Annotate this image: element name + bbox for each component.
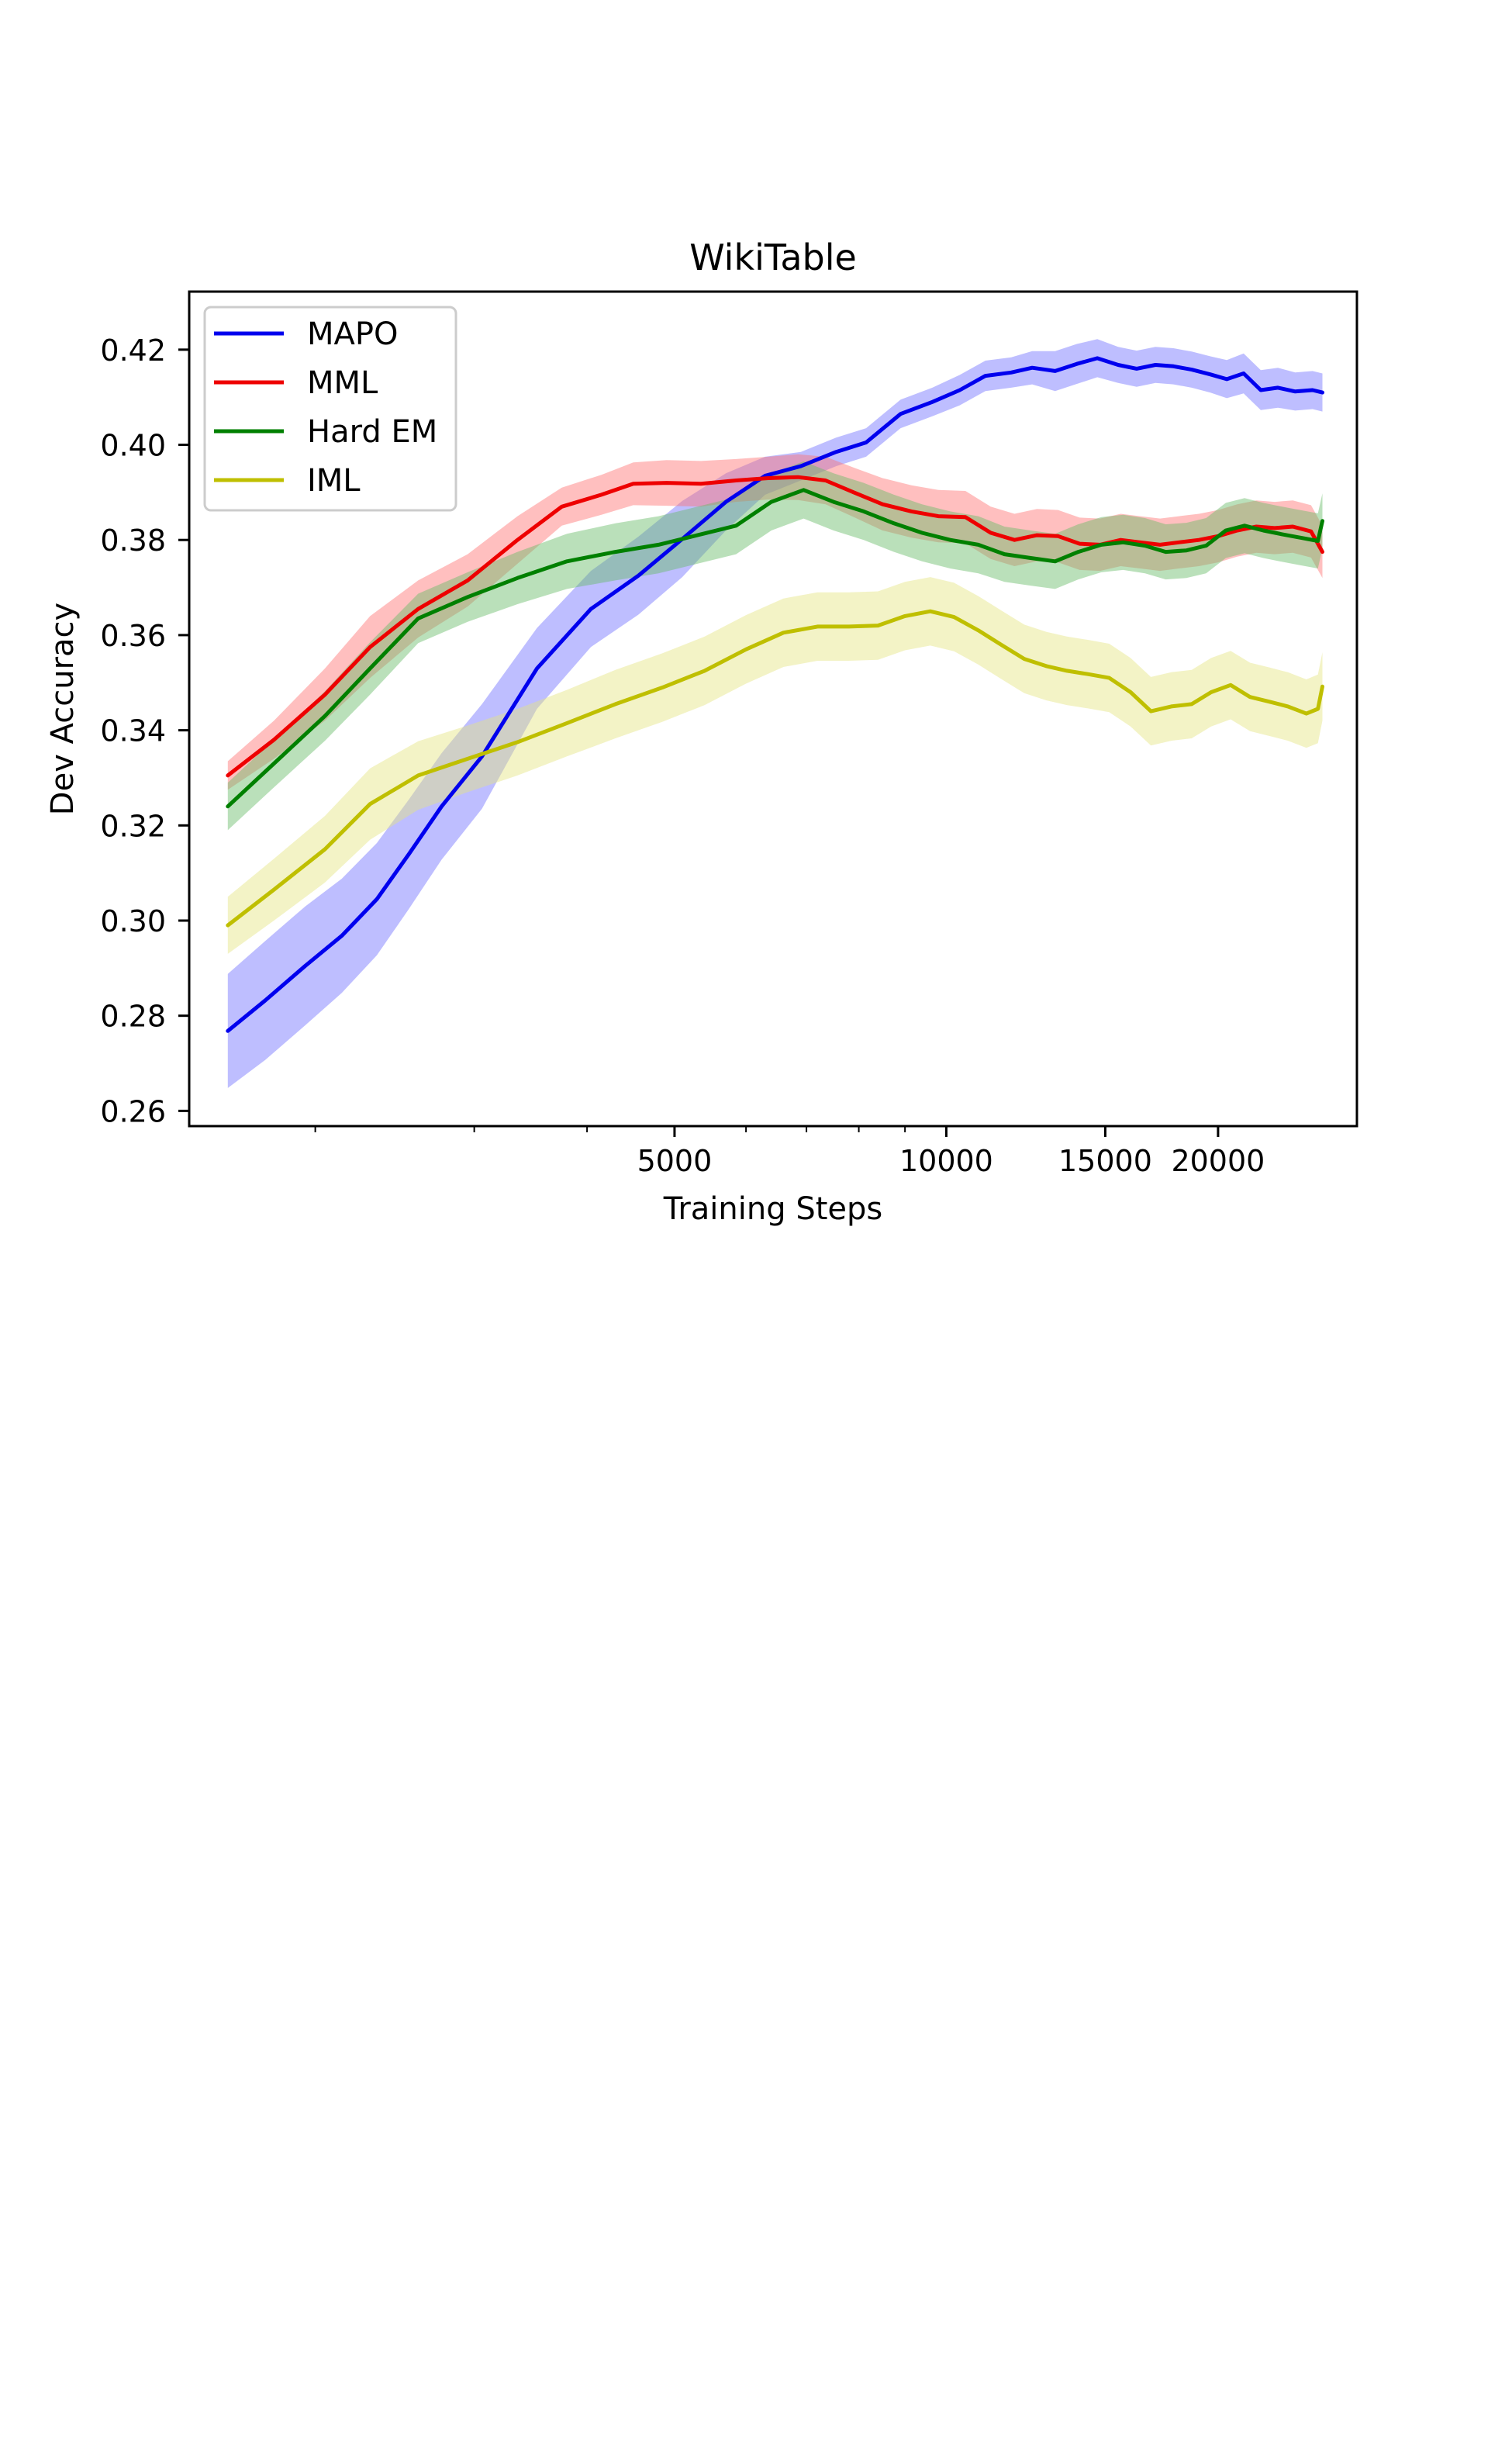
confidence-bands [227,339,1323,1088]
y-tick-label: 0.26 [100,1094,166,1128]
iml-line [226,609,1324,928]
hard-em-confidence-band [227,461,1323,831]
y-tick-label: 0.34 [100,714,166,748]
x-tick-label: 10000 [899,1144,993,1178]
x-axis: 5000 10000 15000 20000 [314,1126,1265,1178]
y-axis: 0.26 0.28 0.30 0.32 0.34 0.36 0.38 0.40 0.42 [100,333,189,1128]
y-tick-label: 0.32 [100,809,166,843]
x-tick-label: 20000 [1171,1144,1265,1178]
hard-em-line [226,488,1324,809]
y-tick-label: 0.28 [100,1000,166,1034]
legend-label-mapo: MAPO [307,316,398,352]
legend: MAPO MML Hard EM IML [203,306,457,512]
y-axis-label: Dev Accuracy [45,603,81,815]
y-tick-label: 0.42 [100,333,166,368]
x-axis-label: Training Steps [663,1191,882,1227]
legend-label-iml: IML [307,463,361,499]
series-lines [226,356,1324,1033]
plot-frame [188,290,1358,1128]
x-tick-label: 15000 [1058,1144,1152,1178]
chart-title: WikiTable [689,237,857,278]
legend-label-hard-em: Hard EM [307,414,437,450]
y-tick-label: 0.36 [100,619,166,653]
mapo-line [226,356,1324,1033]
y-tick-label: 0.40 [100,429,166,463]
y-tick-label: 0.38 [100,524,166,558]
mapo-confidence-band [227,339,1323,1088]
iml-confidence-band [227,577,1323,954]
y-tick-label: 0.30 [100,904,166,938]
legend-label-mml: MML [307,365,378,401]
mml-confidence-band [227,454,1323,790]
legend-box [203,306,457,512]
mml-line [226,475,1324,778]
x-tick-label: 5000 [637,1144,713,1178]
